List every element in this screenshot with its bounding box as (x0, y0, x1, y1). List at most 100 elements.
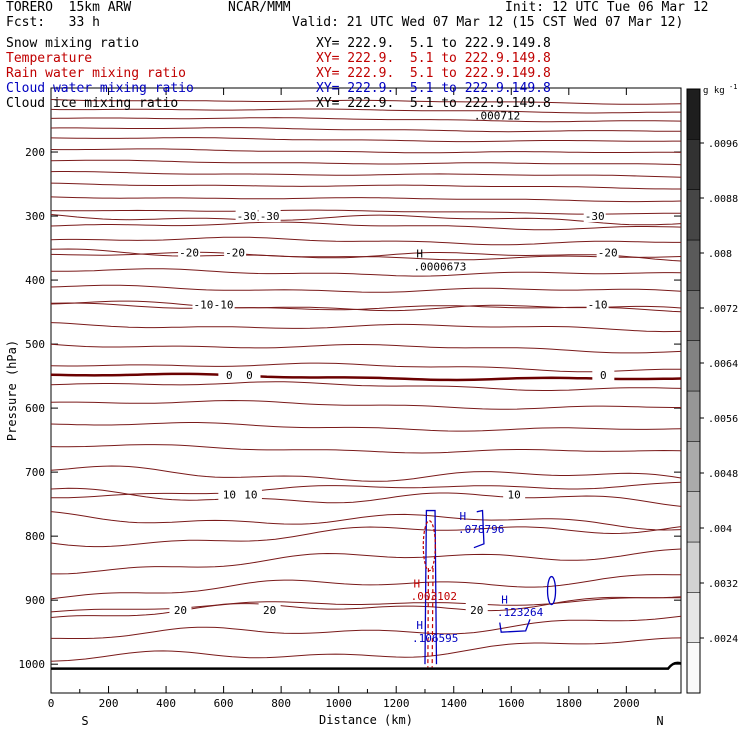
temperature-contour (50, 597, 681, 613)
isentrope-line (50, 268, 682, 277)
x-tick-label: 400 (156, 697, 176, 710)
temperature-contour-label: -30 (260, 210, 280, 223)
isentrope-line (50, 221, 682, 231)
colorbar-segment (686, 642, 701, 694)
cloud-water-contour (546, 575, 557, 606)
field-xy-cloud-ice: XY= 222.9. 5.1 to 222.9.149.8 (316, 96, 551, 111)
contour-label-bg (238, 367, 261, 381)
isentrope-line (50, 196, 682, 203)
contour-label-bg (218, 487, 241, 501)
max-annotation: .000712 (474, 109, 520, 122)
field-xy-temperature: XY= 222.9. 5.1 to 222.9.149.8 (316, 51, 551, 66)
colorbar-tick-label: .0056 (708, 414, 738, 425)
contour-label-bg (592, 367, 615, 381)
isentrope-line (50, 596, 682, 618)
y-tick-label: 300 (25, 210, 45, 223)
contour-label-bg (258, 602, 281, 616)
colorbar-tick-label: .0096 (708, 139, 738, 150)
temperature-contour-label: 10 (244, 489, 257, 502)
colorbar-segment (686, 491, 701, 543)
y-tick-label: 400 (25, 274, 45, 287)
x-tick-label: 200 (99, 697, 119, 710)
contour-label-bg (258, 209, 281, 223)
rain-water-contour (431, 568, 434, 668)
contour-label-bg (178, 245, 201, 259)
field-name-rain: Rain water mixing ratio (6, 66, 187, 81)
temperature-contour-label: -30 (585, 210, 605, 223)
colorbar-tick-label: .004 (708, 524, 732, 535)
y-tick-label: 500 (25, 338, 45, 351)
max-annotation: .0000673 (413, 260, 466, 273)
center-title: NCAR/MMM (228, 0, 291, 15)
temperature-contour-label: -20 (179, 247, 199, 260)
isentrope-line (50, 322, 682, 333)
field-xy-rain: XY= 222.9. 5.1 to 222.9.149.8 (316, 66, 551, 81)
colorbar-frame (686, 88, 701, 694)
colorbar-segment (686, 592, 701, 643)
field-name-cloud-ice: Cloud ice mixing ratio (6, 96, 179, 111)
temperature-contour (50, 300, 682, 312)
isentrope-line (50, 236, 681, 246)
isentrope-line (50, 343, 682, 354)
colorbar-segment (686, 139, 701, 190)
colorbar-units-exponent: -1 (729, 83, 737, 91)
temperature-contour-label: 10 (223, 489, 236, 502)
temperature-contour (50, 481, 682, 499)
max-annotation: .003102 (411, 590, 457, 603)
isentrope-line (50, 182, 681, 190)
temperature-contour-label: 0 (226, 369, 233, 382)
colorbar-tick-label: .0032 (708, 579, 738, 590)
isentrope-line (51, 615, 682, 639)
colorbar-units: g kg (703, 86, 725, 96)
x-axis-title: Distance (km) (319, 713, 413, 727)
y-tick-label: 1000 (19, 658, 46, 671)
colorbar-segment (686, 239, 701, 291)
colorbar-segment (686, 88, 701, 140)
isentrope-line (50, 381, 682, 391)
max-annotation: H (416, 248, 423, 261)
temperature-contour-label: 10 (508, 489, 521, 502)
isentrope-line (50, 117, 682, 123)
isentrope-line (50, 127, 681, 133)
contour-label-bg (583, 209, 606, 223)
isentrope-line (50, 362, 681, 373)
cloud-water-contour (473, 509, 485, 549)
temperature-contour-label: -10 (194, 298, 214, 311)
max-annotation: H (413, 577, 420, 590)
max-annotation: .078796 (458, 523, 504, 536)
isentrope-line (50, 511, 682, 531)
contour-label-bg (224, 245, 247, 259)
forecast-hour: Fcst: 33 h (6, 15, 100, 30)
x-tick-label: 600 (214, 697, 234, 710)
valid-time: Valid: 21 UTC Wed 07 Mar 12 (15 CST Wed … (292, 15, 684, 30)
x-tick-label: 1400 (440, 697, 467, 710)
colorbar-tick-label: .0048 (708, 469, 738, 480)
colorbar-tick-label: .0024 (708, 634, 738, 645)
temperature-contour-label: 20 (174, 604, 187, 617)
terrain-line (51, 661, 682, 670)
contour-label-bg (239, 487, 262, 501)
y-axis-title: Pressure (hPa) (5, 340, 19, 441)
contour-label-bg (465, 602, 488, 616)
rain-water-contour (427, 568, 430, 668)
isentrope-line (50, 422, 682, 432)
colorbar-tick-label: .0072 (708, 304, 738, 315)
x-tick-label: 0 (48, 697, 55, 710)
max-annotation: H (416, 619, 423, 632)
isentrope-line (50, 159, 682, 166)
y-tick-label: 200 (25, 146, 45, 159)
x-tick-label: 800 (271, 697, 291, 710)
temperature-contour-label: -20 (598, 247, 618, 260)
contour-label-bg (212, 297, 235, 311)
plot-frame (50, 87, 682, 694)
x-tick-label: 1600 (498, 697, 525, 710)
y-tick-label: 800 (25, 530, 45, 543)
isentrope-line (50, 399, 681, 410)
isentrope-line (50, 209, 681, 215)
temperature-contour-label: -20 (225, 247, 245, 260)
temperature-contour-label: 20 (470, 604, 483, 617)
south-end-label: S (81, 714, 88, 728)
isentrope-line (50, 137, 681, 143)
isentrope-line (50, 526, 682, 548)
north-end-label: N (656, 714, 663, 728)
